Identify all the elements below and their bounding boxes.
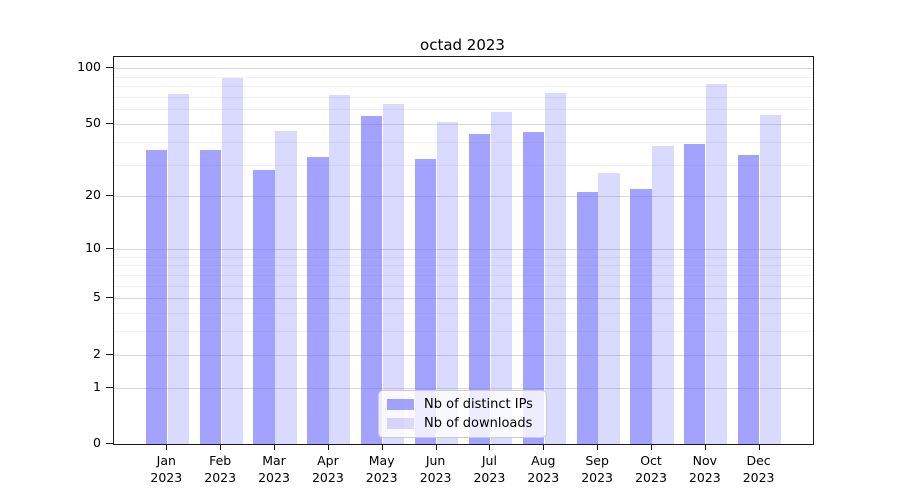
y-tick-mark	[106, 297, 113, 299]
bar-mar-ips	[253, 169, 275, 444]
x-tick-label-jun: Jun 2023	[419, 453, 452, 485]
legend-label: Nb of distinct IPs	[424, 397, 533, 412]
bar-feb-ips	[199, 150, 221, 444]
bar-aug-ips	[522, 132, 544, 444]
bar-may-ips	[361, 116, 383, 444]
x-tick-label-aug: Aug 2023	[527, 453, 560, 485]
y-tick-mark	[106, 122, 113, 124]
bar-apr-ips	[307, 157, 329, 444]
gridline	[114, 86, 813, 88]
y-tick-label: 50	[85, 114, 101, 130]
x-tick-mark	[435, 444, 437, 450]
y-tick-label: 0	[93, 435, 101, 450]
bar-jun-downloads	[436, 122, 459, 444]
gridline	[114, 285, 813, 287]
x-tick-label-jul: Jul 2023	[473, 453, 506, 485]
plot-area	[113, 56, 814, 445]
legend-swatch	[387, 399, 414, 410]
gridline	[114, 265, 813, 267]
gridline	[114, 196, 813, 198]
gridline	[114, 109, 813, 111]
y-tick-mark	[106, 443, 113, 444]
gridline	[114, 354, 813, 356]
x-tick-label-nov: Nov 2023	[688, 453, 721, 485]
y-tick-mark	[106, 195, 113, 197]
y-tick-label: 20	[85, 187, 101, 203]
bar-dec-ips	[738, 154, 760, 444]
bar-nov-ips	[684, 143, 706, 444]
bar-mar-downloads	[275, 130, 297, 444]
x-tick-mark	[651, 444, 652, 450]
bar-jan-ips	[145, 150, 167, 444]
legend: Nb of distinct IPs Nb of downloads	[378, 390, 547, 438]
gridline	[114, 76, 813, 78]
x-tick-mark	[220, 444, 222, 450]
x-tick-label-oct: Oct 2023	[635, 453, 667, 485]
gridline	[114, 274, 813, 276]
chart-title: octad 2023	[420, 36, 505, 54]
legend-item: Nb of downloads	[387, 416, 533, 431]
y-tick-mark	[106, 247, 113, 249]
y-tick-label: 100	[77, 59, 101, 75]
bar-jan-downloads	[167, 93, 189, 444]
x-tick-mark	[274, 444, 275, 450]
x-tick-label-sep: Sep 2023	[581, 453, 613, 485]
gridline	[114, 256, 813, 258]
bar-aug-downloads	[544, 92, 566, 444]
x-tick-mark	[166, 444, 168, 450]
legend-label: Nb of downloads	[424, 416, 533, 431]
y-tick-mark	[106, 386, 113, 388]
y-tick-label: 1	[93, 378, 101, 394]
gridline	[114, 123, 813, 125]
bar-sep-ips	[576, 192, 598, 444]
bar-nov-downloads	[706, 84, 728, 444]
x-tick-mark	[597, 444, 599, 450]
gridline	[114, 298, 813, 300]
bar-oct-downloads	[652, 145, 674, 444]
x-tick-mark	[758, 444, 760, 450]
bar-jun-ips	[414, 159, 437, 444]
gridline	[114, 97, 813, 98]
gridline	[114, 141, 813, 143]
y-tick-label: 5	[93, 289, 101, 305]
gridline	[114, 387, 813, 389]
bar-jul-downloads	[490, 112, 512, 444]
y-tick-label: 2	[93, 345, 101, 361]
gridline	[114, 248, 813, 250]
bar-may-downloads	[383, 104, 405, 444]
bars-layer	[114, 57, 813, 444]
x-tick-mark	[489, 444, 491, 450]
y-tick-label: 10	[85, 239, 101, 255]
x-tick-mark	[704, 444, 706, 450]
gridline	[114, 313, 813, 314]
x-tick-label-apr: Apr 2023	[311, 453, 344, 485]
bar-jul-ips	[468, 134, 491, 444]
gridlines-layer	[114, 57, 813, 444]
x-tick-mark	[543, 444, 545, 450]
legend-item: Nb of distinct IPs	[387, 397, 533, 412]
x-tick-label-feb: Feb 2023	[204, 453, 237, 485]
bar-apr-downloads	[329, 94, 351, 444]
gridline	[114, 164, 813, 166]
x-tick-label-mar: Mar 2023	[258, 453, 290, 485]
bar-dec-downloads	[759, 114, 782, 444]
gridline	[114, 331, 813, 333]
bar-oct-ips	[630, 188, 652, 444]
legend-swatch	[387, 418, 414, 429]
bar-feb-downloads	[221, 77, 243, 444]
gridline	[114, 68, 813, 70]
y-tick-mark	[106, 353, 113, 355]
bar-sep-downloads	[598, 172, 620, 444]
y-tick-mark	[106, 67, 113, 69]
x-tick-mark	[327, 444, 329, 450]
x-tick-label-dec: Dec 2023	[742, 453, 775, 485]
x-tick-label-jan: Jan 2023	[150, 453, 183, 485]
x-tick-label-may: May 2023	[365, 453, 398, 485]
x-tick-mark	[381, 444, 383, 450]
